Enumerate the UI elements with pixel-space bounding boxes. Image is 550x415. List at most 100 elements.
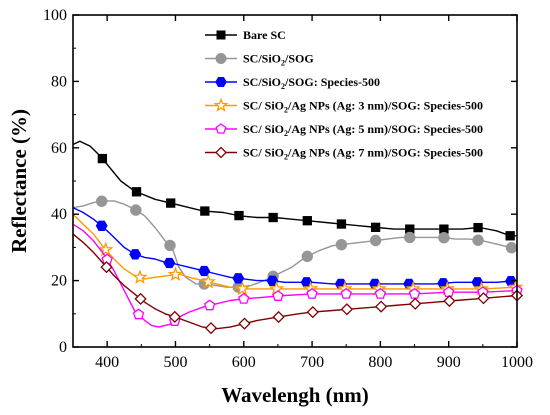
legend-text-part: SC/SiO	[243, 75, 281, 89]
data-point	[306, 305, 319, 319]
x-tick-label: 500	[163, 354, 187, 371]
legend-marker	[215, 123, 227, 134]
data-point	[404, 231, 416, 244]
data-point	[335, 238, 348, 251]
series-line	[72, 140, 517, 237]
data-point	[204, 321, 218, 335]
data-point	[232, 273, 245, 284]
data-point	[443, 294, 456, 308]
data-point	[268, 212, 278, 223]
data-point	[238, 317, 251, 330]
data-point	[95, 220, 108, 231]
data-point	[95, 195, 108, 207]
series-1	[72, 140, 517, 241]
legend-text-part: /SOG: Species-500	[284, 75, 380, 89]
data-point	[132, 308, 145, 320]
legend-text-part: SC/ SiO	[243, 146, 284, 160]
y-axis-title: Reflectance (%)	[7, 109, 31, 253]
data-point	[198, 265, 211, 277]
data-point	[370, 222, 381, 233]
legend-marker	[215, 146, 227, 159]
legend-text-part: /SOG	[284, 52, 314, 66]
x-tick-label: 900	[437, 354, 461, 371]
legend-label: SC/ SiO2/Ag NPs (Ag: 3 nm)/SOG: Species-…	[243, 99, 483, 115]
x-tick-label: 600	[232, 354, 256, 371]
data-point	[238, 292, 250, 304]
y-tick-label: 60	[51, 140, 67, 157]
data-point	[132, 269, 148, 284]
y-tick-label: 20	[51, 273, 67, 290]
data-point	[200, 273, 217, 289]
data-point	[408, 287, 421, 299]
data-point	[302, 216, 312, 226]
data-point	[409, 297, 422, 310]
series-6	[72, 233, 524, 335]
legend-marker	[213, 97, 229, 112]
data-point	[477, 292, 490, 305]
data-point	[97, 153, 108, 164]
legend-marker	[215, 53, 227, 64]
legend-subscript: 2	[281, 82, 285, 91]
series-layer	[72, 140, 524, 335]
data-point	[272, 290, 284, 301]
data-point	[340, 303, 354, 316]
legend-label: SC/ SiO2/Ag NPs (Ag: 7 nm)/SOG: Species-…	[243, 146, 483, 162]
x-tick-label: 700	[300, 354, 324, 371]
y-tick-label: 100	[43, 7, 67, 24]
data-point	[129, 249, 142, 260]
legend-label: SC/SiO2/SOG: Species-500	[243, 75, 380, 91]
legend-item: SC/ SiO2/Ag NPs (Ag: 3 nm)/SOG: Species-…	[205, 97, 483, 115]
data-point	[306, 287, 318, 299]
legend-text-part: /Ag NPs (Ag: 7 nm)/SOG: Species-500	[287, 146, 483, 160]
x-tick-label: 400	[95, 354, 119, 371]
legend-item: Bare SC	[205, 28, 286, 42]
data-point	[234, 280, 251, 296]
data-point	[340, 287, 352, 299]
data-point	[164, 239, 176, 252]
data-point	[203, 299, 216, 311]
data-point	[369, 234, 382, 247]
x-tick-label: 800	[368, 354, 392, 371]
legend-label: SC/SiO2/SOG	[243, 52, 314, 68]
data-point	[374, 300, 388, 313]
data-point	[272, 310, 285, 324]
legend-subscript: 2	[284, 129, 288, 138]
data-point	[166, 198, 176, 208]
data-point	[130, 204, 142, 216]
data-point	[98, 241, 114, 257]
legend-marker	[216, 30, 226, 40]
legend-label: Bare SC	[243, 28, 286, 42]
data-point	[374, 287, 387, 299]
data-point	[438, 231, 450, 244]
axes: 400 500 600 700 800 900 1000 0 20 40 60 80 100	[43, 7, 533, 371]
legend-item: SC/SiO2/SOG: Species-500	[205, 75, 380, 91]
legend-text-part: /Ag NPs (Ag: 5 nm)/SOG: Species-500	[287, 122, 483, 136]
legend-subscript: 2	[281, 59, 285, 68]
legend-marker	[215, 77, 227, 87]
legend-text-part: SC/ SiO	[243, 99, 284, 113]
data-point	[134, 292, 147, 306]
data-point	[472, 234, 484, 246]
data-point	[131, 187, 142, 197]
series-line	[72, 223, 518, 328]
legend-item: SC/ SiO2/Ag NPs (Ag: 7 nm)/SOG: Species-…	[205, 146, 483, 162]
y-tick-label: 40	[51, 206, 67, 223]
legend-text-part: SC/SiO	[243, 52, 281, 66]
y-tick-label: 80	[51, 73, 67, 90]
data-point	[167, 266, 184, 282]
data-point	[168, 310, 181, 324]
legend-item: SC/ SiO2/Ag NPs (Ag: 5 nm)/SOG: Species-…	[205, 122, 483, 138]
legend-label: SC/ SiO2/Ag NPs (Ag: 5 nm)/SOG: Species-…	[243, 122, 483, 138]
legend-item: SC/SiO2/SOG	[205, 52, 314, 68]
legend-subscript: 2	[284, 106, 288, 115]
y-tick-label: 0	[59, 339, 67, 356]
data-point	[336, 219, 347, 229]
data-point	[163, 257, 176, 269]
x-tick-label: 1000	[501, 354, 533, 371]
data-point	[234, 210, 244, 221]
data-point	[100, 260, 113, 274]
data-point	[200, 206, 210, 216]
legend-text-part: Bare SC	[243, 28, 286, 42]
